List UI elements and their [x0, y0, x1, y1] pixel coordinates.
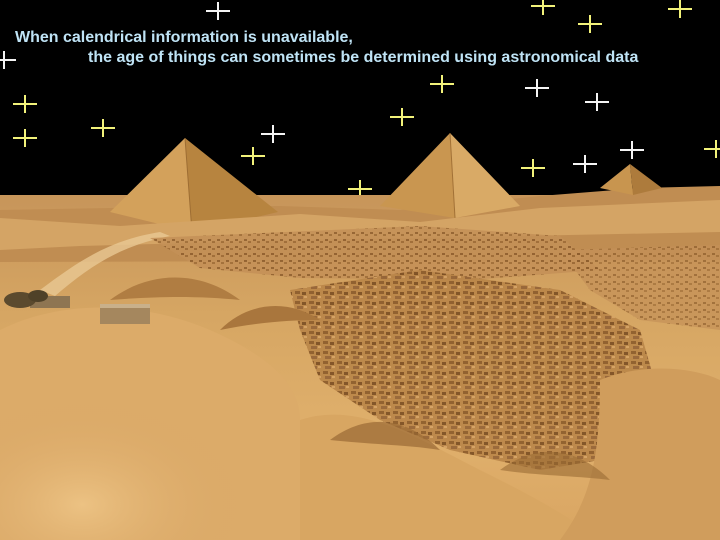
ruins-field-near: [290, 270, 660, 470]
dune-center: [300, 414, 600, 540]
star-field: [0, 0, 720, 198]
ruins-field-right: [560, 245, 720, 330]
star: [704, 140, 720, 158]
star: [261, 125, 285, 143]
dune-ridge-1: [110, 277, 240, 300]
star: [578, 15, 602, 33]
star: [585, 93, 609, 111]
star: [521, 159, 545, 177]
star: [0, 51, 16, 69]
pyramid-large-left: [110, 137, 278, 233]
pyramid-large-center: [380, 132, 520, 219]
ruins-field-far: [150, 226, 600, 280]
star: [13, 129, 37, 147]
star: [573, 155, 597, 173]
road: [40, 232, 170, 296]
star: [525, 79, 549, 97]
dune-ridge-2: [220, 306, 320, 330]
star: [13, 95, 37, 113]
star: [668, 0, 692, 18]
modern-building: [30, 296, 150, 324]
pyramid-small-right: [600, 164, 662, 195]
dune-right: [560, 368, 720, 540]
star: [91, 119, 115, 137]
star: [390, 108, 414, 126]
star: [430, 75, 454, 93]
caption-line-2: the age of things can sometimes be deter…: [88, 49, 639, 66]
dune-shadow-right: [500, 451, 610, 480]
star: [241, 147, 265, 165]
star: [206, 2, 230, 20]
dune-left-highlight: [0, 363, 274, 540]
caption-line-1: When calendrical information is unavaila…: [15, 29, 353, 46]
star: [531, 0, 555, 15]
dune-shadow-center: [330, 421, 440, 450]
star: [620, 141, 644, 159]
vegetation: [4, 290, 48, 308]
